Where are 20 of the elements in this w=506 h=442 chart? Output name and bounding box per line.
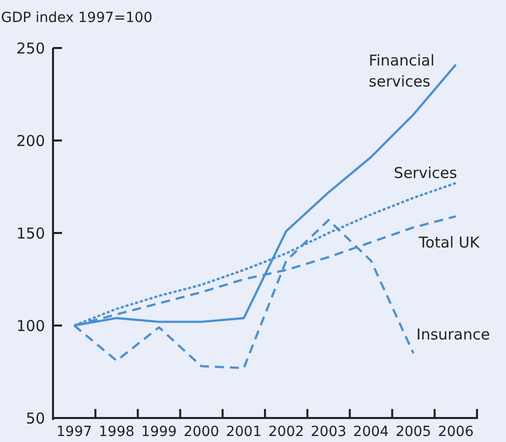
- x-tick-label: 2001: [226, 424, 262, 440]
- y-tick-label: 250: [16, 39, 45, 58]
- y-tick-label: 150: [16, 224, 45, 242]
- x-tick-label: 1999: [141, 424, 177, 440]
- series-label: Total UK: [418, 233, 481, 252]
- series-label: Insurance: [416, 325, 490, 344]
- x-tick-label: 2002: [268, 424, 304, 440]
- series-label: Financial services: [368, 52, 434, 91]
- x-tick-label: 2003: [310, 424, 346, 440]
- series-label: Services: [394, 164, 458, 182]
- y-axis-title: GDP index 1997=100: [1, 10, 152, 26]
- y-tick-label: 50: [26, 409, 45, 428]
- x-tick-label: 1998: [98, 424, 134, 440]
- x-tick-label: 2000: [184, 424, 220, 440]
- x-tick-label: 2006: [438, 424, 474, 440]
- y-tick-label: 100: [16, 316, 45, 335]
- y-tick-label: 200: [16, 132, 45, 150]
- x-tick-label: 2004: [353, 424, 389, 440]
- x-tick-label: 2005: [396, 424, 432, 440]
- x-tick-label: 1997: [56, 424, 92, 440]
